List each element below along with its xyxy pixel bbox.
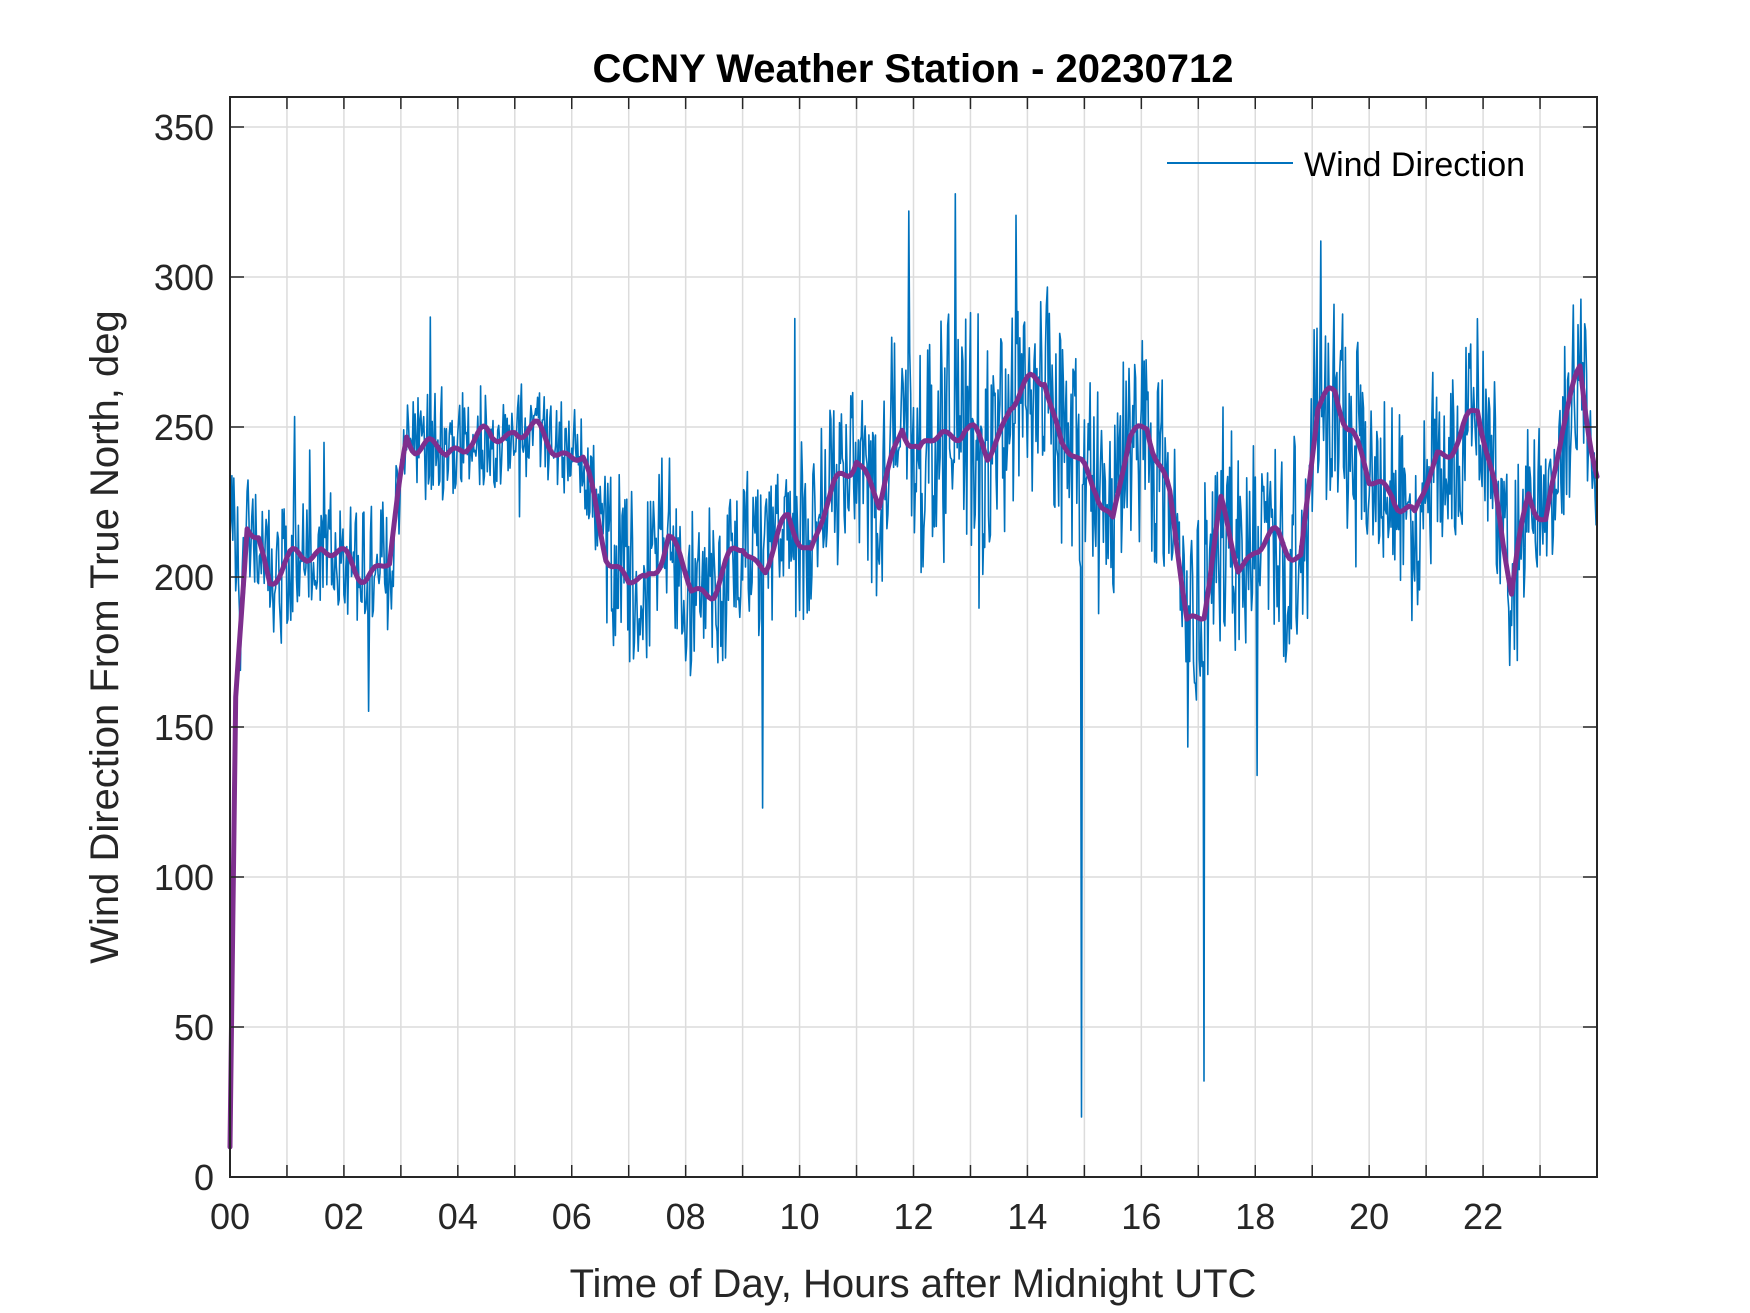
x-tick-labels: 00 02 04 06 08 10 12 14 16 18 20 22 [210,1196,1503,1237]
y-tick-label: 350 [154,107,214,148]
x-tick-label: 18 [1235,1196,1275,1237]
legend: Wind Direction [1167,146,1525,184]
x-tick-label: 12 [893,1196,933,1237]
legend-label-wind-direction: Wind Direction [1304,146,1525,184]
x-tick-label: 08 [666,1196,706,1237]
wind-direction-line [229,193,1598,1118]
smoothed-wind-direction-line [227,363,1600,1150]
series-layer [227,193,1600,1150]
chart-title: CCNY Weather Station - 20230712 [593,47,1234,91]
x-tick-label: 14 [1007,1196,1047,1237]
y-tick-label: 50 [174,1007,214,1048]
x-tick-label: 04 [438,1196,478,1237]
x-tick-label: 22 [1463,1196,1503,1237]
y-tick-label: 150 [154,707,214,748]
x-tick-label: 16 [1121,1196,1161,1237]
x-tick-label: 20 [1349,1196,1389,1237]
y-axis-label: Wind Direction From True North, deg [83,310,127,964]
y-tick-label: 250 [154,407,214,448]
y-tick-label: 200 [154,557,214,598]
x-tick-label: 02 [324,1196,364,1237]
x-tick-label: 10 [780,1196,820,1237]
y-tick-label: 300 [154,257,214,298]
y-tick-label: 100 [154,857,214,898]
x-tick-label: 00 [210,1196,250,1237]
tick-layer [230,97,1597,1178]
x-tick-label: 06 [552,1196,592,1237]
x-axis-label: Time of Day, Hours after Midnight UTC [570,1262,1257,1306]
y-tick-labels: 0 50 100 150 200 250 300 350 [154,107,214,1198]
y-tick-label: 0 [194,1157,214,1198]
